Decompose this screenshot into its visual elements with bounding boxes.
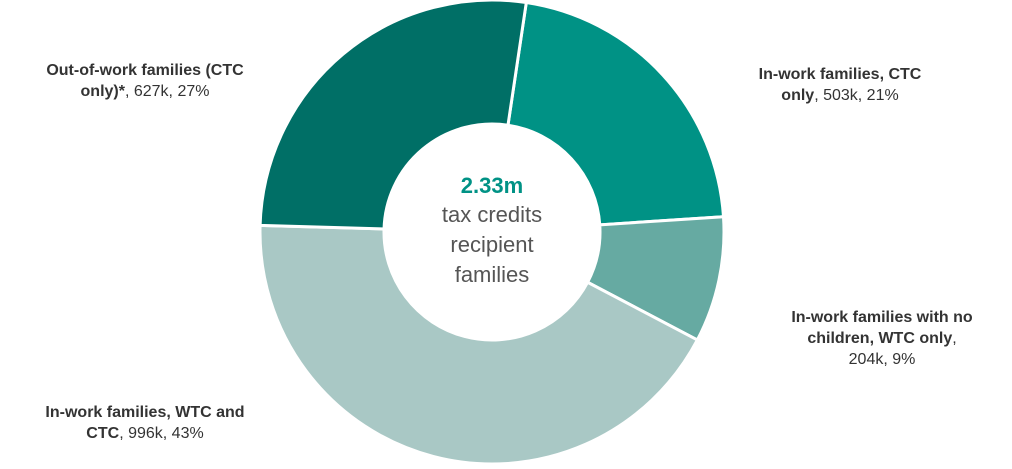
slice-label-bold-1: In-work families, CTC: [758, 66, 922, 83]
center-text-line-1: tax credits: [441, 202, 543, 227]
slice-label-bold-1: Out-of-work families (CTC: [46, 62, 244, 79]
slice-label-bold-1: In-work families with no: [791, 309, 973, 326]
slice-label-bold-2: only: [781, 87, 815, 104]
slice-label-comma: ,: [952, 330, 957, 347]
slice-label-value: 204k, 9%: [848, 351, 916, 368]
slice-label-value: , 627k, 27%: [124, 83, 210, 100]
slice-label-bold-2: CTC: [86, 425, 120, 442]
slice-label-value: , 996k, 43%: [119, 425, 204, 442]
slice-label-bold-1: In-work families, WTC and: [45, 404, 245, 421]
center-total: 2.33m: [460, 173, 524, 198]
slice-label-no-children-wtc-only: In-work families with no children, WTC o…: [752, 307, 1012, 370]
donut-slice-3: [258, 223, 700, 466]
center-text-line-2: recipient: [450, 232, 534, 257]
center-label: 2.33m tax credits recipient families: [392, 172, 592, 290]
slice-label-out-of-work: Out-of-work families (CTC only)*, 627k, …: [0, 60, 290, 102]
slice-label-in-work-ctc-only: In-work families, CTC only, 503k, 21%: [705, 64, 975, 106]
slice-label-bold-2: children, WTC only: [807, 330, 953, 347]
donut-slice-4: [258, 0, 528, 231]
center-text-line-3: families: [454, 262, 530, 287]
slice-label-wtc-and-ctc: In-work families, WTC and CTC, 996k, 43%: [0, 402, 290, 444]
donut-slice-1: [506, 0, 726, 227]
slice-label-bold-2: only)*: [80, 83, 125, 100]
slice-label-value: , 503k, 21%: [814, 87, 899, 104]
